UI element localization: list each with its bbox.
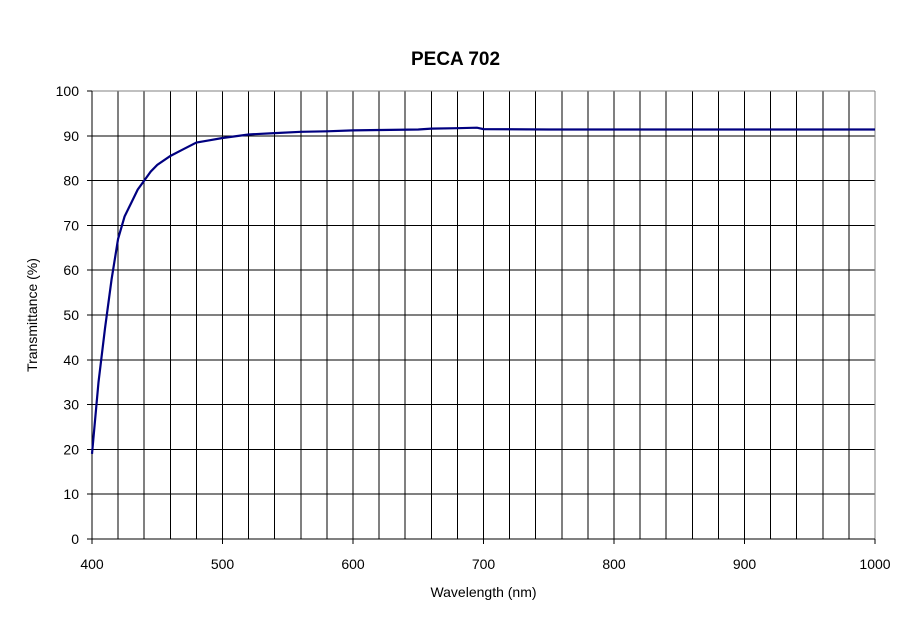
x-tick-label: 900 — [733, 556, 757, 572]
x-tick-label: 400 — [80, 556, 104, 572]
y-tick-label: 80 — [63, 173, 79, 189]
tick-labels: 0 10 20 30 40 50 60 70 80 90 100 400 500 600 700 800 900… — [56, 83, 891, 572]
y-tick-label: 10 — [63, 486, 79, 502]
x-tick-label: 800 — [602, 556, 626, 572]
y-tick-label: 60 — [63, 262, 79, 278]
y-tick-label: 100 — [56, 83, 80, 99]
gridlines — [92, 91, 875, 539]
y-tick-label: 0 — [71, 531, 79, 547]
x-tick-label: 500 — [211, 556, 235, 572]
x-axis-label: Wavelength (nm) — [430, 584, 537, 600]
axes — [87, 90, 876, 544]
y-tick-label: 50 — [63, 307, 79, 323]
x-tick-label: 1000 — [859, 556, 890, 572]
y-tick-label: 90 — [63, 128, 79, 144]
y-tick-label: 70 — [63, 217, 79, 233]
y-tick-label: 30 — [63, 397, 79, 413]
chart-title: PECA 702 — [410, 49, 501, 70]
transmittance-line — [90, 126, 875, 454]
x-tick-label: 600 — [341, 556, 365, 572]
x-tick-label: 700 — [472, 556, 496, 572]
y-tick-label: 40 — [63, 352, 79, 368]
y-tick-label: 20 — [63, 441, 79, 457]
